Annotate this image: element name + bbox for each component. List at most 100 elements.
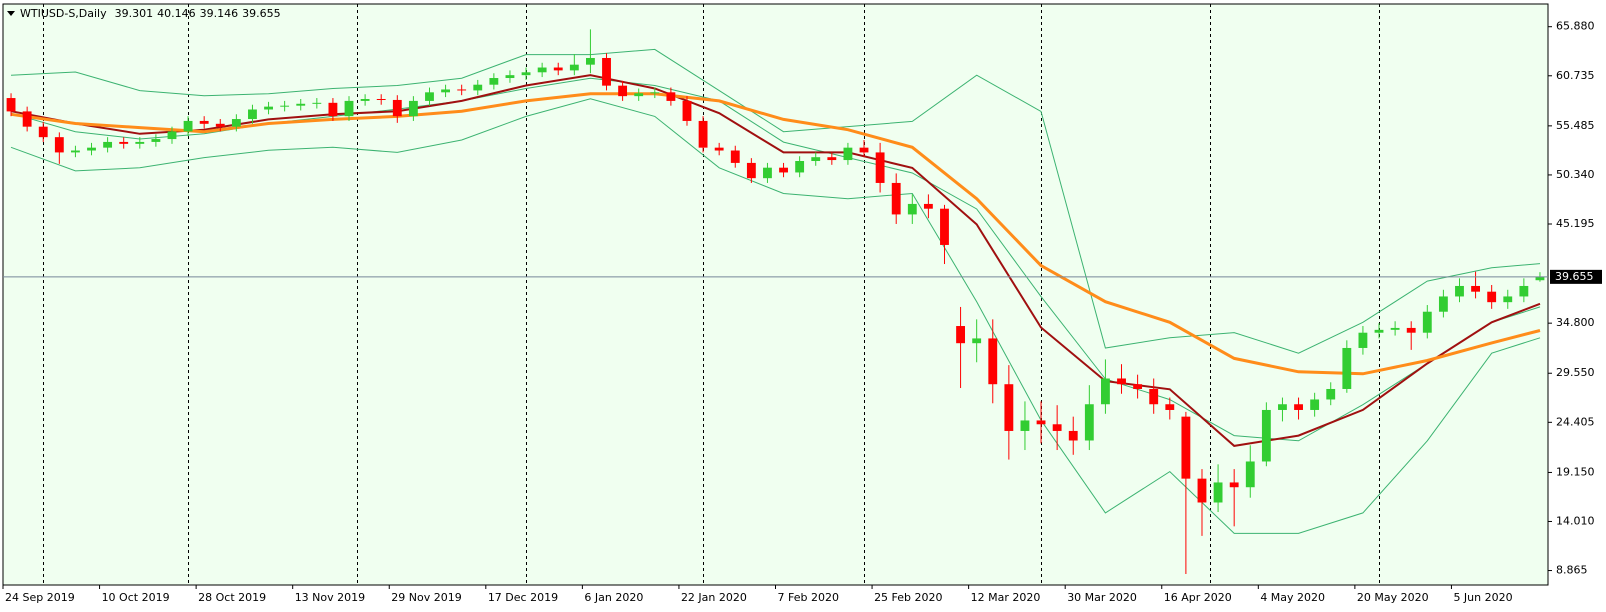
candle-body [1036, 420, 1046, 425]
candle-body [6, 98, 16, 112]
candle-body [569, 64, 579, 71]
candle-body [553, 67, 563, 71]
candle-body [537, 67, 547, 73]
header-open: 39.301 [115, 7, 154, 20]
candle-body [1149, 388, 1159, 405]
candle-body [714, 147, 724, 151]
candle-body [650, 92, 660, 94]
candle-body [585, 57, 595, 65]
candle-body [521, 72, 531, 76]
candle-body [38, 126, 48, 138]
x-tick-label: 20 May 2020 [1357, 591, 1429, 604]
candle-body [70, 150, 80, 153]
candle-body [827, 157, 837, 161]
candle-body [763, 167, 772, 179]
candle-body [1245, 461, 1255, 488]
candle-body [87, 147, 96, 151]
candle-body [1084, 404, 1094, 441]
menu-arrow[interactable] [7, 11, 15, 16]
header-close: 39.655 [242, 7, 281, 20]
candle-body [940, 208, 949, 245]
candle-body [296, 103, 306, 106]
candle-body [392, 99, 402, 117]
candle-body [988, 338, 998, 385]
y-tick-label: 24.405 [1556, 415, 1595, 428]
candle-body [1471, 285, 1481, 292]
candle-body [183, 120, 193, 132]
candle-body [312, 102, 322, 104]
candle-body [1406, 327, 1416, 333]
candle-body [54, 137, 64, 153]
candle-body [795, 161, 805, 173]
candle-body [264, 106, 273, 110]
candle-body [1213, 482, 1223, 503]
candle-body [666, 92, 676, 101]
x-tick-label: 16 Apr 2020 [1164, 591, 1232, 604]
indicator-line [10, 74, 1541, 447]
candle-body [859, 147, 869, 153]
y-tick-label: 55.485 [1556, 119, 1595, 132]
y-tick-label: 8.865 [1556, 564, 1588, 577]
x-tick-label: 4 May 2020 [1260, 591, 1325, 604]
y-tick-label: 29.550 [1556, 366, 1595, 379]
candle-body [1342, 347, 1352, 389]
candle-body [376, 99, 386, 101]
y-tick-label: 50.340 [1556, 168, 1595, 181]
candle-body [923, 203, 933, 209]
candle-body [843, 147, 853, 161]
candle-body [956, 326, 966, 344]
y-tick-label: 34.800 [1556, 316, 1595, 329]
candle-body [682, 100, 692, 121]
x-tick-label: 30 Mar 2020 [1067, 591, 1137, 604]
candle-body [119, 141, 129, 144]
candle-body [1390, 327, 1400, 330]
x-tick-label: 28 Oct 2019 [198, 591, 266, 604]
candle-body [811, 157, 821, 162]
x-tick-label: 5 Jun 2020 [1453, 591, 1512, 604]
candle-body [441, 89, 451, 93]
candle-body [231, 119, 241, 127]
candle-body [730, 150, 740, 163]
last-price-box [1550, 269, 1602, 284]
candle-body [457, 89, 467, 91]
candle-body [360, 99, 370, 101]
candle-body [1229, 482, 1239, 488]
y-tick-label: 14.010 [1556, 514, 1595, 527]
candle-body [425, 92, 434, 101]
candle-body [1438, 296, 1448, 312]
x-tick-label: 12 Mar 2020 [971, 591, 1041, 604]
x-tick-label: 17 Dec 2019 [488, 591, 558, 604]
candle-body [1519, 285, 1529, 297]
candle-body [698, 120, 708, 148]
candle-body [151, 139, 161, 142]
candle-body [779, 167, 788, 173]
candle-body [103, 141, 113, 148]
candle-body [199, 120, 209, 124]
chart-header: WTIUSD-S,Daily 39.301 40.146 39.146 39.655 [20, 7, 281, 20]
candle-body [746, 162, 756, 179]
candle-body [1422, 311, 1432, 333]
candle-body [473, 84, 483, 91]
candle-body [505, 75, 515, 79]
candle-body [1133, 384, 1143, 389]
candle-body [634, 93, 644, 97]
indicator-line [10, 92, 1541, 376]
candle-body [1294, 404, 1303, 410]
candle-body [280, 105, 290, 107]
header-low: 39.146 [200, 7, 239, 20]
candle-body [1181, 416, 1191, 479]
candle-body [489, 78, 499, 85]
x-tick-label: 10 Oct 2019 [102, 591, 170, 604]
candle-body [248, 109, 257, 120]
candle-body [408, 100, 418, 117]
x-tick-label: 24 Sep 2019 [5, 591, 75, 604]
x-tick-label: 25 Feb 2020 [874, 591, 942, 604]
x-tick-label: 6 Jan 2020 [584, 591, 643, 604]
candle-body [1052, 424, 1062, 431]
y-tick-label: 19.150 [1556, 465, 1595, 478]
last-price-label: 39.655 [1555, 270, 1594, 283]
candle-body [972, 338, 982, 344]
candle-body [1358, 332, 1368, 348]
